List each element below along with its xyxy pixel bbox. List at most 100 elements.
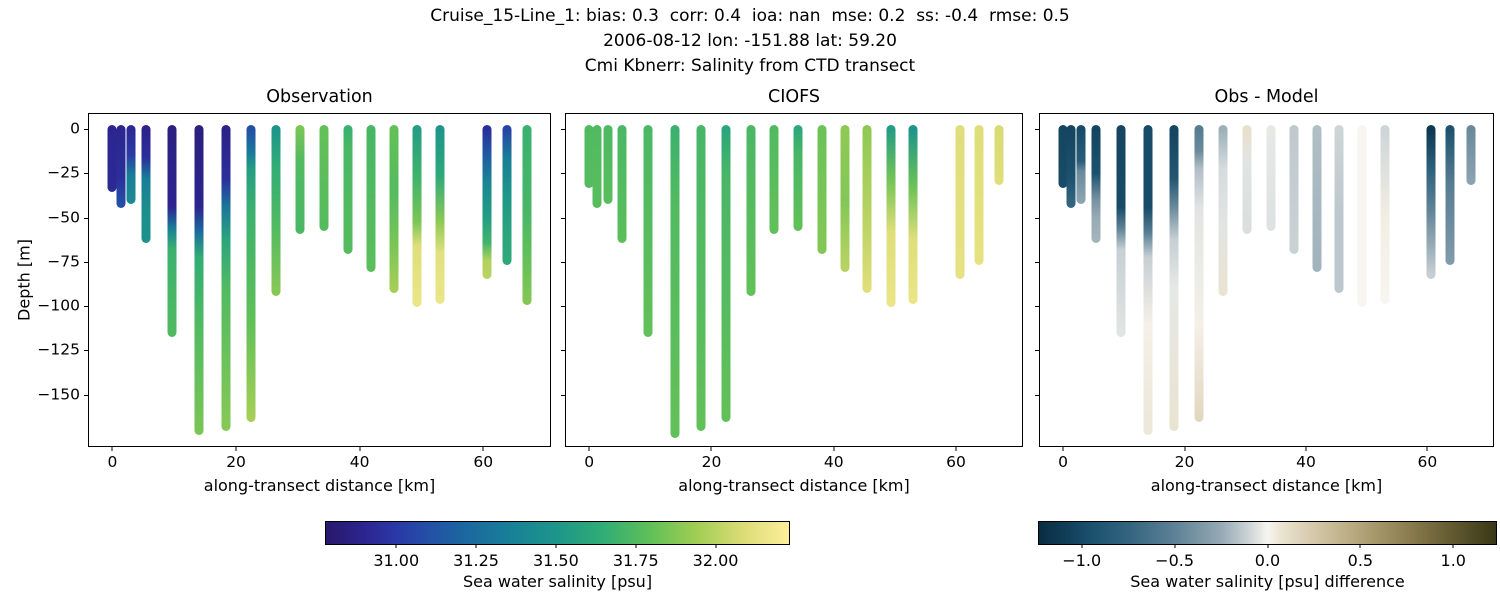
colorbar-tick-label: 31.50 <box>532 551 579 570</box>
ctd-cast <box>116 124 126 208</box>
x-tick-label: 20 <box>226 453 246 471</box>
colorbar-tick-label: 32.00 <box>692 551 739 570</box>
colorbar-tick-mark <box>715 544 717 548</box>
ctd-cast <box>1194 124 1204 423</box>
y-tick-label: −125 <box>37 341 80 360</box>
colorbar-tick-mark <box>635 544 637 548</box>
salinity-colorbar-label: Sea water salinity [psu] <box>462 572 653 591</box>
y-tick-mark <box>561 261 565 263</box>
ctd-cast <box>1116 124 1126 338</box>
x-tick-label: 0 <box>584 453 595 471</box>
x-tick-mark <box>588 447 590 451</box>
x-tick-mark <box>235 447 237 451</box>
colorbar-tick-mark <box>475 544 477 548</box>
ctd-cast <box>1334 124 1344 293</box>
ctd-cast <box>366 124 376 272</box>
y-tick-mark <box>84 217 88 219</box>
ctd-cast <box>584 124 594 189</box>
ctd-cast <box>271 124 281 297</box>
colorbar-tick-label: −0.5 <box>1155 551 1195 570</box>
ctd-cast <box>389 124 399 293</box>
x-tick-mark <box>955 447 957 451</box>
y-tick-mark <box>84 261 88 263</box>
colorbar-tick-mark <box>555 544 557 548</box>
x-tick-mark <box>1426 447 1428 451</box>
ctd-cast <box>1289 124 1299 254</box>
y-tick-mark <box>1035 306 1039 308</box>
ctd-cast <box>319 124 329 231</box>
panel-title-obs-model: Obs - Model <box>1214 87 1319 107</box>
x-tick-mark <box>1062 447 1064 451</box>
y-tick-mark <box>1035 129 1039 131</box>
y-tick-mark <box>1035 261 1039 263</box>
y-tick-label: −75 <box>47 252 80 271</box>
ctd-cast <box>908 124 918 304</box>
ctd-cast <box>1445 124 1455 265</box>
ctd-cast <box>502 124 512 265</box>
ctd-cast <box>696 124 706 432</box>
x-tick-mark <box>482 447 484 451</box>
difference-colorbar: −1.0 −0.5 0.0 0.5 1.0 <box>1038 521 1497 570</box>
x-tick-mark <box>833 447 835 451</box>
ctd-cast <box>840 124 850 272</box>
ctd-cast <box>1357 124 1367 308</box>
y-tick-mark <box>561 173 565 175</box>
ctd-cast <box>522 124 532 306</box>
ctd-cast <box>1266 124 1276 231</box>
x-tick-label: 40 <box>349 453 370 471</box>
ctd-cast <box>955 124 965 279</box>
y-tick-mark <box>1035 350 1039 352</box>
ctd-cast <box>435 124 445 304</box>
y-tick-label: −25 <box>47 163 80 182</box>
y-tick-mark <box>561 217 565 219</box>
ctd-cast <box>592 124 602 208</box>
ctd-cast <box>817 124 827 254</box>
x-tick-mark <box>111 447 113 451</box>
x-tick-label: 20 <box>701 453 722 471</box>
y-axis-label: Depth [m] <box>14 239 34 321</box>
ctd-cast <box>1380 124 1390 304</box>
x-tick-label: 60 <box>946 453 966 471</box>
ctd-cast <box>1091 124 1101 244</box>
y-tick-mark <box>561 394 565 396</box>
y-tick-mark <box>1035 173 1039 175</box>
ctd-cast <box>167 124 177 338</box>
ctd-cast <box>603 124 613 205</box>
y-tick-mark <box>1035 217 1039 219</box>
y-tick-mark <box>84 350 88 352</box>
difference-colorbar-label: Sea water salinity [psu] difference <box>1130 572 1405 591</box>
ctd-cast <box>107 124 117 192</box>
ctd-cast <box>721 124 731 423</box>
ctd-cast <box>343 124 353 254</box>
ctd-cast <box>746 124 756 297</box>
ctd-cast <box>1066 124 1076 208</box>
ctd-cast <box>974 124 984 265</box>
ctd-cast <box>617 124 627 244</box>
colorbar-tick-label: 31.00 <box>373 551 420 570</box>
y-tick-label: −100 <box>37 296 80 315</box>
salinity-colorbar: 31.00 31.25 31.50 31.75 32.00 <box>325 521 790 570</box>
x-tick-label: 0 <box>1058 453 1068 471</box>
panel-title-observation: Observation <box>266 87 373 107</box>
x-tick-mark <box>710 447 712 451</box>
figure-title-block: Cruise_15-Line_1: bias: 0.3 corr: 0.4 io… <box>0 4 1500 79</box>
y-tick-mark <box>1035 394 1039 396</box>
y-tick-mark <box>561 306 565 308</box>
colorbar-tick-label: 0.0 <box>1254 551 1281 570</box>
ctd-cast <box>295 124 305 235</box>
x-tick-label: 0 <box>107 453 118 471</box>
colorbar-tick-mark <box>1267 544 1268 548</box>
date-location-line: 2006-08-12 lon: -151.88 lat: 59.20 <box>603 31 897 51</box>
y-tick-label: 0 <box>70 119 80 138</box>
ctd-cast <box>862 124 872 293</box>
x-tick-label: 60 <box>473 453 494 471</box>
ctd-cast <box>1242 124 1252 235</box>
ctd-cast <box>1058 124 1068 189</box>
x-axis-label-obs-model: along-transect distance [km] <box>1150 476 1383 495</box>
dataset-line: Cmi Kbnerr: Salinity from CTD transect <box>584 56 916 76</box>
colorbar-tick-mark <box>395 544 397 548</box>
obs-model-plot-area: 0 20 40 60 <box>1035 113 1494 471</box>
ctd-cast <box>793 124 803 231</box>
ctd-cast <box>1466 124 1476 185</box>
